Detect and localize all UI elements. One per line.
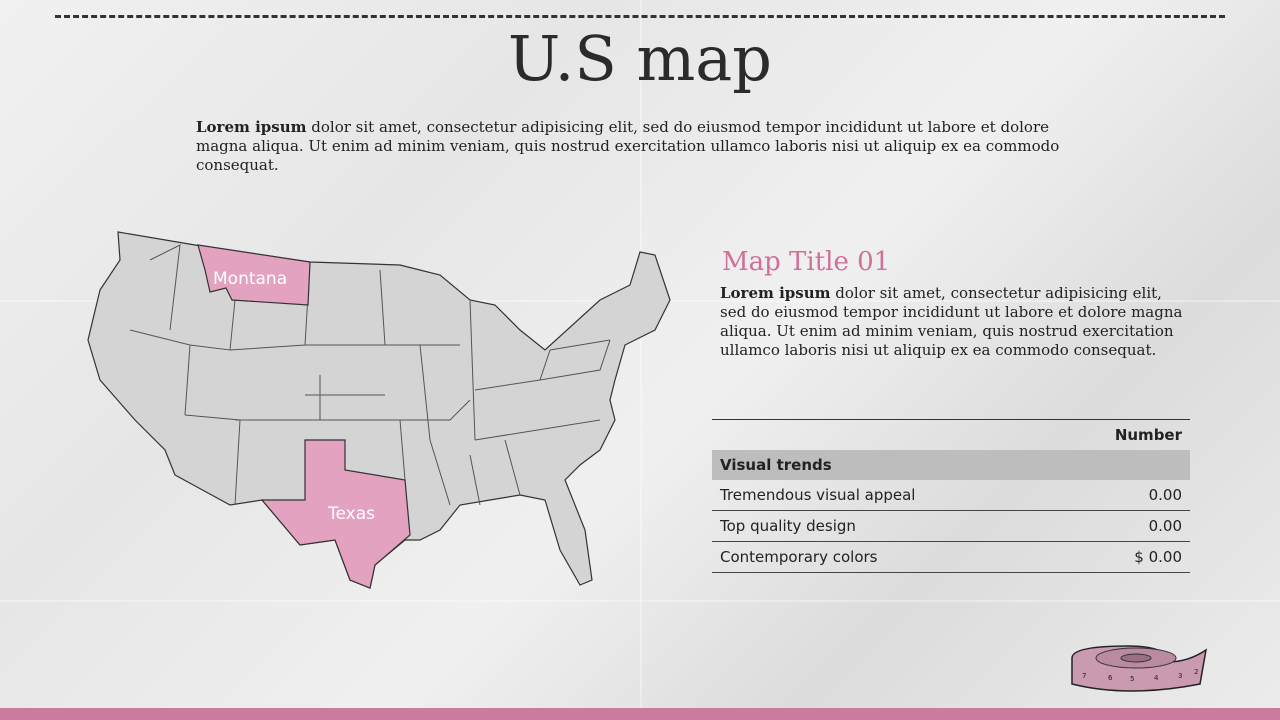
intro-paragraph: Lorem ipsum dolor sit amet, consectetur … (196, 118, 1096, 175)
table-row: Contemporary colors $ 0.00 (712, 541, 1190, 573)
intro-text: dolor sit amet, consectetur adipisicing … (196, 118, 1060, 174)
row-value: 0.00 (1055, 510, 1190, 542)
table-row: Top quality design 0.00 (712, 510, 1190, 542)
dashed-divider (55, 15, 1225, 18)
data-table: Number Visual trends Tremendous visual a… (712, 419, 1190, 573)
tape-number: 2 (1194, 668, 1198, 676)
row-value: 0.00 (1055, 480, 1190, 511)
column-header-number: Number (1055, 419, 1190, 450)
intro-bold: Lorem ipsum (196, 118, 307, 136)
page-title: U.S map (508, 22, 772, 95)
group-label: Visual trends (712, 450, 1056, 480)
bottom-accent-bar (0, 708, 1280, 720)
tape-measure-icon: 7 6 5 4 3 2 (1071, 645, 1208, 692)
panel-paragraph: Lorem ipsum dolor sit amet, consectetur … (720, 284, 1190, 360)
state-montana[interactable] (197, 244, 311, 306)
panel-text: dolor sit amet, consectetur adipisicing … (720, 284, 1183, 359)
paper-crease (0, 600, 1280, 602)
state-texas[interactable] (260, 439, 411, 589)
row-label: Top quality design (712, 510, 1056, 542)
map-title: Map Title 01 (722, 247, 891, 277)
row-value: $ 0.00 (1055, 541, 1190, 573)
paper-crease (640, 0, 642, 720)
tape-number: 4 (1154, 674, 1159, 682)
tape-number: 7 (1082, 672, 1086, 680)
state-borders (129, 244, 611, 506)
label-texas: Texas (327, 504, 375, 524)
tape-number: 3 (1178, 672, 1182, 680)
row-label: Tremendous visual appeal (712, 480, 1056, 511)
us-outline (87, 231, 671, 589)
us-map: Montana Texas (87, 231, 671, 589)
tape-number: 5 (1130, 675, 1134, 683)
label-montana: Montana (213, 269, 287, 289)
table-row: Tremendous visual appeal 0.00 (712, 480, 1190, 511)
row-label: Contemporary colors (712, 541, 1056, 573)
tape-number: 6 (1108, 674, 1113, 682)
panel-bold: Lorem ipsum (720, 284, 831, 302)
